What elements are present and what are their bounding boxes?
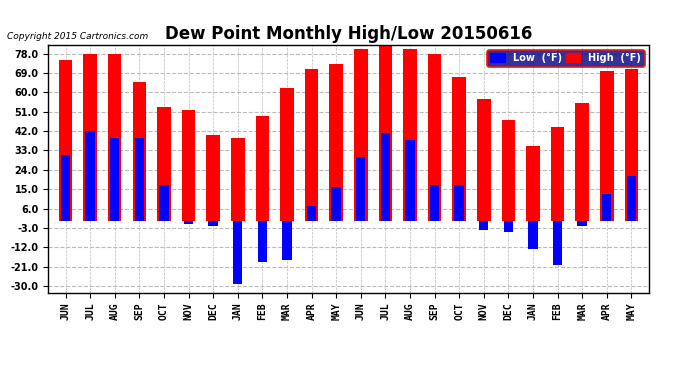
Bar: [331, 187, 341, 222]
Bar: [356, 157, 366, 222]
Bar: [233, 222, 242, 284]
Bar: [329, 64, 343, 222]
Bar: [624, 69, 638, 222]
Bar: [307, 206, 316, 222]
Bar: [504, 222, 513, 232]
Bar: [280, 88, 294, 222]
Bar: [551, 127, 564, 222]
Bar: [575, 103, 589, 222]
Title: Dew Point Monthly High/Low 20150616: Dew Point Monthly High/Low 20150616: [165, 26, 532, 44]
Bar: [354, 49, 368, 222]
Bar: [578, 222, 587, 226]
Bar: [305, 69, 318, 222]
Bar: [405, 140, 415, 222]
Bar: [453, 77, 466, 222]
Bar: [430, 185, 440, 222]
Bar: [206, 135, 220, 222]
Bar: [479, 222, 489, 230]
Bar: [108, 54, 121, 222]
Bar: [428, 54, 442, 222]
Bar: [627, 176, 636, 222]
Bar: [110, 138, 119, 222]
Legend: Low  (°F), High  (°F): Low (°F), High (°F): [487, 50, 644, 66]
Bar: [600, 71, 613, 222]
Bar: [455, 185, 464, 222]
Bar: [83, 54, 97, 222]
Bar: [132, 82, 146, 222]
Bar: [403, 49, 417, 222]
Bar: [231, 138, 244, 222]
Bar: [257, 222, 267, 262]
Bar: [529, 222, 538, 249]
Bar: [157, 107, 170, 222]
Bar: [86, 131, 95, 222]
Text: Copyright 2015 Cartronics.com: Copyright 2015 Cartronics.com: [7, 32, 148, 41]
Bar: [379, 45, 392, 222]
Bar: [282, 222, 292, 260]
Bar: [553, 222, 562, 264]
Bar: [184, 222, 193, 224]
Bar: [381, 133, 390, 222]
Bar: [526, 146, 540, 222]
Bar: [181, 110, 195, 222]
Bar: [255, 116, 269, 222]
Bar: [135, 138, 144, 222]
Bar: [159, 185, 168, 222]
Bar: [208, 222, 218, 226]
Bar: [59, 60, 72, 222]
Bar: [61, 155, 70, 222]
Bar: [477, 99, 491, 222]
Bar: [502, 120, 515, 222]
Bar: [602, 194, 611, 222]
